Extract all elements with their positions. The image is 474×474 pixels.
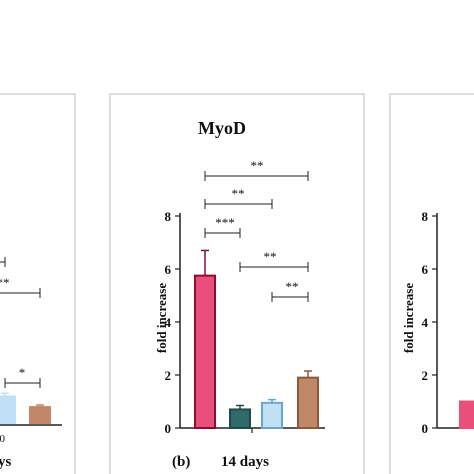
panel-right-frame <box>389 93 474 474</box>
significance-label: ** <box>286 279 299 294</box>
y-tick-label: 0 <box>422 421 429 436</box>
caption-letter: (b) <box>172 454 190 470</box>
panel-left: 0 *** ys <box>0 257 62 470</box>
caption-text: 14 days <box>221 454 269 470</box>
y-tick-label: 6 <box>165 262 172 277</box>
panel-right: fold increase 0 2 4 6 8 <box>401 209 474 436</box>
right-y-axis-label: fold increase <box>401 283 416 353</box>
left-caption-fragment: ys <box>0 454 12 470</box>
y-tick-label: 4 <box>165 315 172 330</box>
significance-label: ** <box>251 158 264 173</box>
bar-group4 <box>29 406 51 425</box>
chart-title: MyoD <box>198 118 246 138</box>
y-tick-label: 2 <box>165 368 172 383</box>
bar-group1 <box>194 274 216 429</box>
bar-group2 <box>229 408 251 430</box>
y-axis-label: fold increase <box>154 283 169 353</box>
bar-group4 <box>297 376 319 429</box>
y-tick-label: 2 <box>422 368 429 383</box>
significance-label: *** <box>215 215 235 230</box>
y-tick-label: 0 <box>165 421 172 436</box>
y-tick-label: 6 <box>422 262 429 277</box>
bar-group3 <box>261 401 283 430</box>
panel-left-frame <box>0 93 76 474</box>
left-tick-label-0: 0 <box>0 433 6 445</box>
bar-group3 <box>0 395 16 424</box>
y-tick-label: 4 <box>422 315 429 330</box>
significance-label: ** <box>232 186 245 201</box>
panel-b-frame <box>109 93 365 474</box>
y-tick-label: 8 <box>422 209 429 224</box>
y-tick-label: 8 <box>165 209 172 224</box>
significance-label: * <box>19 365 26 380</box>
bar-group1 <box>459 400 474 429</box>
significance-label: ** <box>0 275 10 290</box>
significance-label: ** <box>264 249 277 264</box>
